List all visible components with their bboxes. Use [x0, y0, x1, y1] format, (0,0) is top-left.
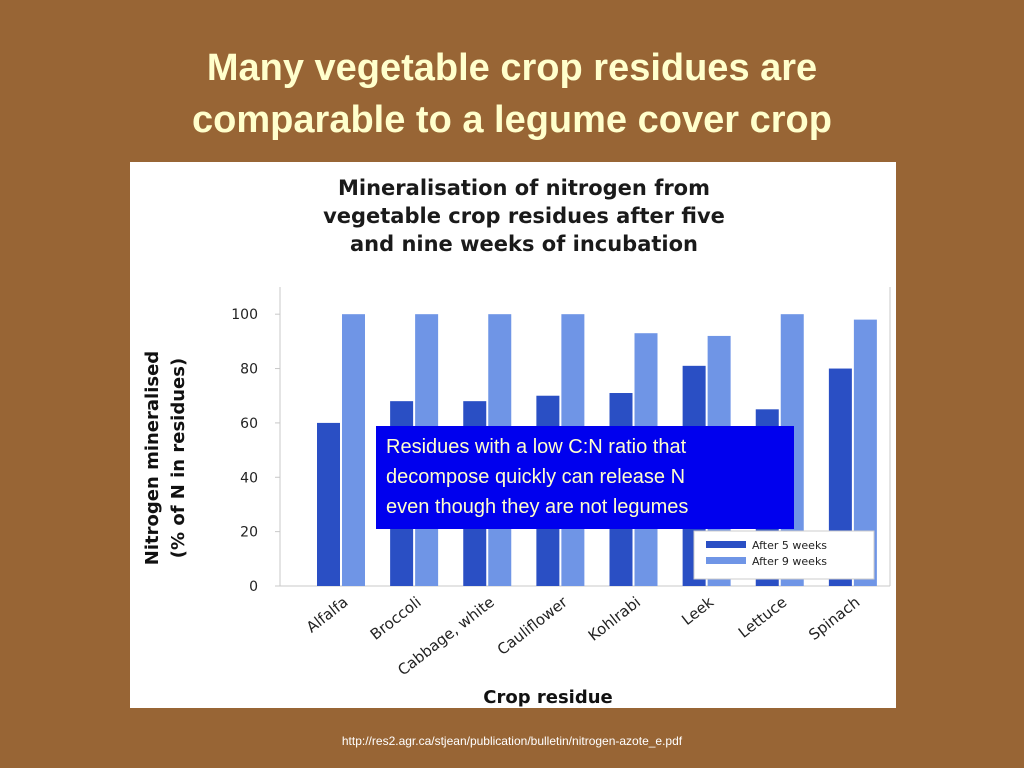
legend-box [693, 530, 875, 580]
x-axis-title: Crop residue [483, 687, 612, 708]
legend: After 5 weeks After 9 weeks [693, 530, 875, 580]
callout-line-3: even though they are not legumes [386, 496, 689, 518]
y-axis-title-line-2: (% of N in residues) [168, 358, 189, 558]
chart-title: Mineralisation of nitrogen from vegetabl… [323, 176, 725, 256]
x-category-label: Cauliflower [494, 592, 572, 658]
y-tick-label: 80 [240, 362, 258, 378]
chart-title-line-1: Mineralisation of nitrogen from [338, 176, 710, 200]
bar-spinach-9-weeks [853, 319, 877, 586]
chart-title-line-3: and nine weeks of incubation [350, 232, 698, 256]
y-axis-title-line-1: Nitrogen mineralised [142, 351, 163, 565]
legend-label-9-weeks: After 9 weeks [752, 555, 827, 568]
x-category-label: Broccoli [367, 593, 425, 644]
y-tick-label: 0 [249, 579, 258, 595]
chart-panel: Mineralisation of nitrogen from vegetabl… [130, 162, 896, 708]
y-tick-label: 20 [240, 525, 258, 541]
x-category-label: Lettuce [735, 593, 790, 642]
y-axis-ticks: 0 20 40 60 80 100 [231, 307, 280, 595]
slide-title: Many vegetable crop residues are compara… [0, 42, 1024, 146]
bar-alfalfa-9-weeks [342, 314, 365, 586]
source-link[interactable]: http://res2.agr.ca/stjean/publication/bu… [341, 734, 683, 748]
x-category-label: Leek [678, 593, 717, 629]
x-category-label: Alfalfa [303, 593, 352, 636]
y-axis-title: Nitrogen mineralised (% of N in residues… [142, 351, 189, 565]
x-category-label: Kohlrabi [585, 593, 644, 645]
x-category-label: Spinach [805, 593, 863, 644]
bar-alfalfa-5-weeks [317, 422, 340, 586]
y-tick-label: 60 [240, 416, 258, 432]
y-tick-label: 100 [231, 307, 258, 323]
legend-swatch-9-weeks [706, 557, 746, 564]
callout-box: Residues with a low C:N ratio that decom… [376, 426, 794, 529]
chart-title-line-2: vegetable crop residues after five [323, 204, 725, 228]
legend-label-5-weeks: After 5 weeks [752, 539, 827, 552]
y-tick-label: 40 [240, 470, 258, 486]
slide-title-line-2: comparable to a legume cover crop [192, 99, 832, 141]
callout-line-1: Residues with a low C:N ratio that [386, 436, 687, 458]
legend-swatch-5-weeks [706, 541, 746, 548]
slide-title-line-1: Many vegetable crop residues are [206, 47, 818, 89]
callout-line-2: decompose quickly can release N [386, 466, 686, 488]
